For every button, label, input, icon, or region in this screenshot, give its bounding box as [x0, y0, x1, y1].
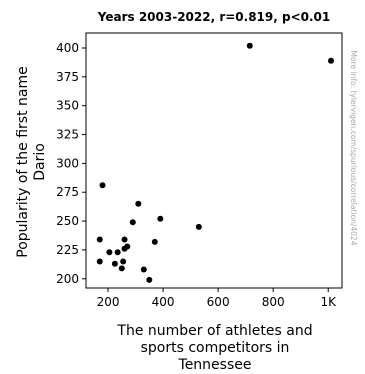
x-axis-label-line-2: sports competitors in — [141, 340, 290, 356]
y-tick-label: 325 — [56, 128, 79, 142]
y-tick-label: 400 — [56, 41, 79, 55]
data-point — [122, 237, 128, 243]
data-point — [100, 182, 106, 188]
x-tick-label: 400 — [152, 295, 175, 309]
data-point — [97, 237, 103, 243]
y-tick-label: 350 — [56, 99, 79, 113]
chart-title: Years 2003-2022, r=0.819, p<0.01 — [97, 10, 331, 24]
x-tick-label: 200 — [97, 295, 120, 309]
x-axis-ticks: 200 400 600 800 1K — [97, 288, 338, 309]
data-point — [146, 277, 152, 283]
y-axis-label-line-1: Popularity of the first name — [15, 66, 31, 258]
y-axis-label: Popularity of the first name Dario — [15, 66, 48, 258]
y-tick-label: 275 — [56, 185, 79, 199]
x-axis-label-line-1: The number of athletes and — [116, 323, 312, 339]
data-point — [130, 219, 136, 225]
data-point — [120, 258, 126, 264]
y-tick-label: 225 — [56, 243, 79, 257]
data-points — [97, 43, 334, 283]
data-point — [124, 243, 130, 249]
y-tick-label: 300 — [56, 156, 79, 170]
data-point — [141, 267, 147, 273]
data-point — [135, 201, 141, 207]
x-axis-label-line-3: Tennessee — [178, 357, 252, 373]
y-tick-label: 375 — [56, 70, 79, 84]
data-point — [152, 239, 158, 245]
x-tick-label: 1K — [320, 295, 337, 309]
data-point — [157, 216, 163, 222]
data-point — [119, 265, 125, 271]
data-point — [112, 261, 118, 267]
x-tick-label: 800 — [262, 295, 285, 309]
data-point — [328, 58, 334, 64]
data-point — [97, 258, 103, 264]
y-axis-ticks: 200 225 250 275 300 325 350 375 400 — [56, 41, 86, 286]
data-point — [196, 224, 202, 230]
source-note: More info: tylervigen.com/spurious/corre… — [349, 51, 358, 246]
y-tick-label: 250 — [56, 214, 79, 228]
x-tick-label: 600 — [207, 295, 230, 309]
x-axis-label: The number of athletes and sports compet… — [116, 323, 312, 373]
y-axis-label-line-2: Dario — [32, 143, 48, 181]
data-point — [106, 249, 112, 255]
y-tick-label: 200 — [56, 272, 79, 286]
data-point — [115, 249, 121, 255]
data-point — [247, 43, 253, 49]
